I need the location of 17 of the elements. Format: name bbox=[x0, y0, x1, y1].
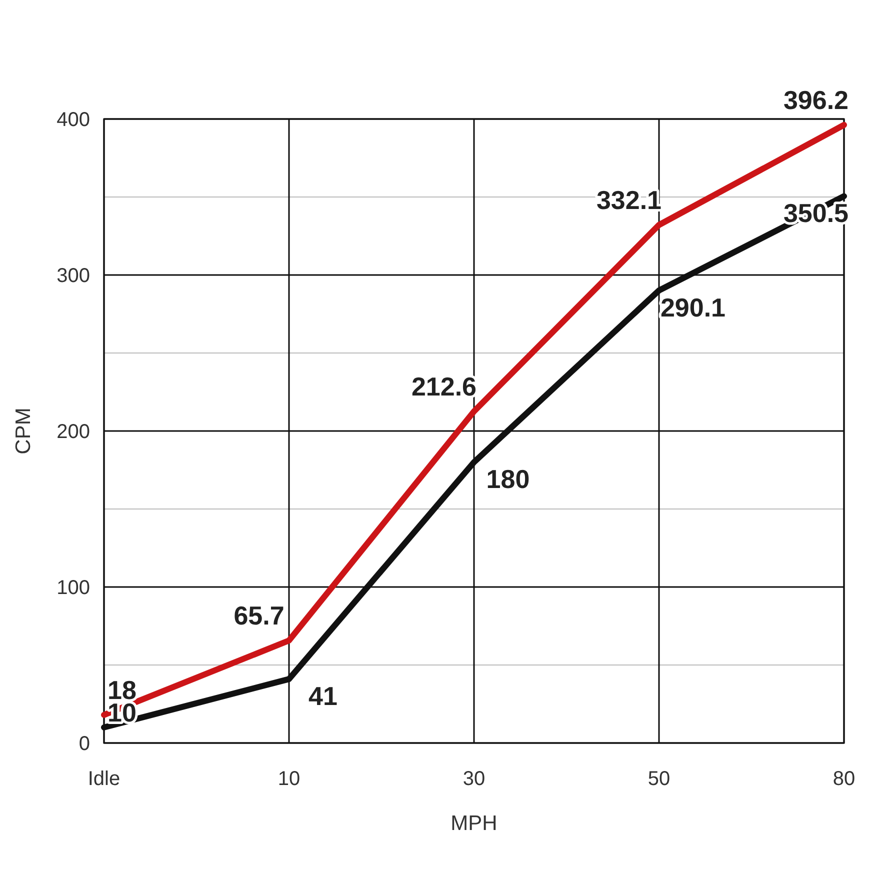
y-tick-label: 0 bbox=[78, 733, 90, 755]
x-tick-label: Idle bbox=[88, 768, 120, 790]
x-tick-label: 30 bbox=[462, 768, 486, 790]
y-tick-label: 100 bbox=[56, 577, 90, 599]
x-tick-label: 50 bbox=[648, 768, 670, 790]
x-tick-label: 80 bbox=[832, 768, 856, 790]
data-label: 65.7 bbox=[234, 600, 284, 631]
data-label: 180 bbox=[486, 464, 530, 494]
y-tick-label: 200 bbox=[56, 421, 90, 443]
y-tick-label: 400 bbox=[56, 109, 90, 131]
y-axis-title: CPM bbox=[12, 408, 35, 454]
data-label: 396.2 bbox=[783, 84, 849, 115]
data-label: 41 bbox=[308, 681, 338, 712]
x-axis-title: MPH bbox=[450, 812, 498, 835]
x-tick-label: 10 bbox=[278, 768, 300, 790]
data-label: 290.1 bbox=[660, 292, 726, 322]
y-tick-label: 300 bbox=[56, 265, 90, 287]
